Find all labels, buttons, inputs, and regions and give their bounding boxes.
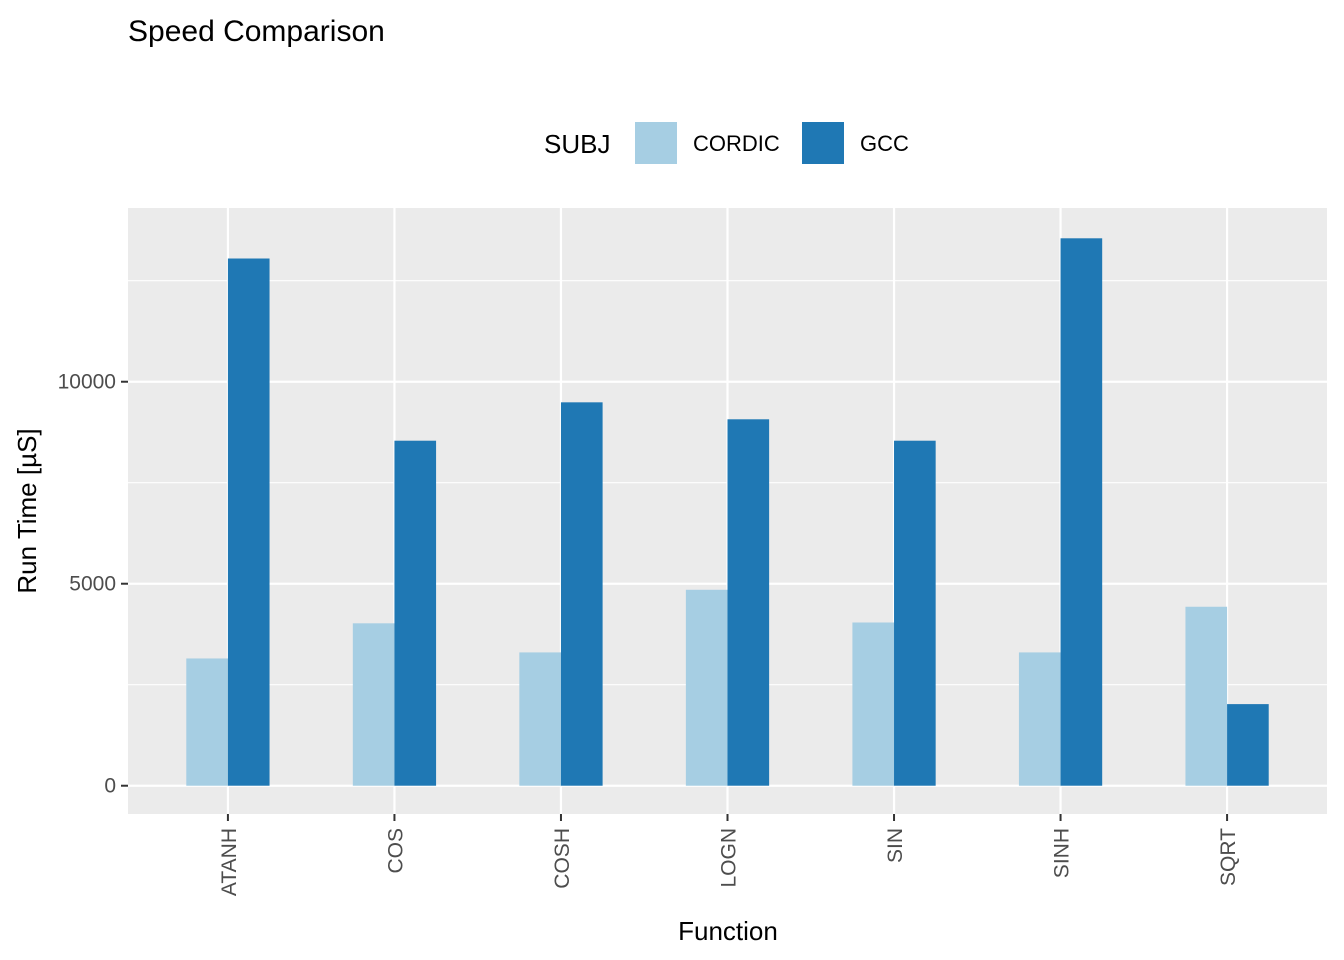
axes: 0 5000 10000 ATANH COS COSH LOGN SIN SINH SQRT xyxy=(58,371,1240,896)
x-tick-label: SIN xyxy=(884,828,907,863)
x-tick-label: ATANH xyxy=(218,828,241,896)
x-tick-label: COSH xyxy=(551,828,574,889)
bar-gcc-sin xyxy=(894,440,936,786)
bar-cordic-atanh xyxy=(186,658,228,786)
bar-gcc-sinh xyxy=(1060,238,1103,786)
x-tick-label: SQRT xyxy=(1217,828,1240,886)
y-axis-title: Run Time [µS] xyxy=(12,428,42,593)
bar-cordic-sqrt xyxy=(1185,606,1228,786)
x-tick-label: SINH xyxy=(1051,828,1074,878)
bar-cordic-sinh xyxy=(1018,652,1061,786)
legend-key-gcc xyxy=(800,120,846,166)
bar-gcc-atanh xyxy=(227,258,270,786)
bar-cordic-cosh xyxy=(519,652,561,786)
bar-gcc-cos xyxy=(394,440,437,786)
bar-cordic-logn xyxy=(685,589,728,786)
bar-gcc-sqrt xyxy=(1227,704,1269,786)
y-tick-label: 0 xyxy=(104,775,116,798)
bar-cordic-sin xyxy=(852,622,895,786)
x-axis-title: Function xyxy=(678,916,778,946)
legend-title: SUBJ xyxy=(544,129,610,159)
bar-cordic-cos xyxy=(352,623,395,786)
x-tick-label: LOGN xyxy=(718,828,741,888)
chart-title: Speed Comparison xyxy=(128,15,385,48)
legend-key-cordic xyxy=(633,120,679,166)
bar-gcc-logn xyxy=(727,419,770,786)
y-tick-label: 10000 xyxy=(58,371,116,394)
y-tick-label: 5000 xyxy=(69,573,116,596)
bar-gcc-cosh xyxy=(560,402,603,786)
legend-label-gcc: GCC xyxy=(860,131,909,156)
legend: SUBJ CORDIC GCC xyxy=(544,120,909,166)
x-tick-label: COS xyxy=(384,828,407,874)
bars xyxy=(186,238,1269,786)
legend-label-cordic: CORDIC xyxy=(693,131,780,156)
